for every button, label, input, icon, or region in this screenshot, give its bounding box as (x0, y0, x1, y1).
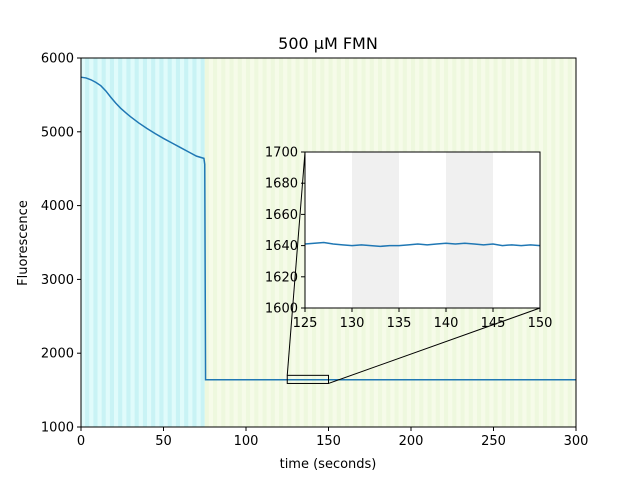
background-stripe-1-7 (266, 58, 271, 427)
background-stripe-1-9 (283, 58, 288, 427)
inset-chart: 125 130 135 140 145 150 1600 1620 1640 1660 1680 17… (265, 146, 553, 332)
inset-axes-frame (304, 151, 541, 309)
x-tick-label: 100 (234, 434, 259, 449)
x-tick-label: 300 (564, 434, 589, 449)
background-stripe-1-41 (547, 58, 552, 427)
background-stripe-1-8 (274, 58, 279, 427)
background-stripe-1-0 (208, 58, 213, 427)
inset-shaded-band-0 (352, 152, 399, 308)
background-stripe-0-5 (126, 58, 131, 427)
x-tick-label: 50 (155, 434, 172, 449)
inset-y-tick-label: 1600 (265, 302, 298, 317)
inset-x-tick-label: 145 (481, 316, 506, 331)
background-stripe-1-2 (225, 58, 230, 427)
inset-x-tick-label: 140 (434, 316, 459, 331)
inset-series-line-0 (304, 241, 541, 248)
background-stripe-0-1 (93, 58, 98, 427)
background-stripe-1-3 (233, 58, 238, 427)
x-tick-label: 200 (399, 434, 424, 449)
x-axis-label: time (seconds) (280, 457, 377, 472)
background-stripe-0-13 (192, 58, 197, 427)
background-stripe-1-6 (258, 58, 263, 427)
background-stripe-1-5 (250, 58, 255, 427)
y-tick-label: 5000 (41, 125, 74, 140)
inset-y-tick-label: 1620 (265, 270, 298, 285)
y-axis-label: Fluorescence (16, 200, 31, 286)
inset-background (305, 152, 540, 308)
background-stripe-0-3 (109, 58, 114, 427)
background-stripe-0-12 (184, 58, 189, 427)
background-stripe-1-10 (291, 58, 296, 427)
main-plot-area (80, 76, 576, 381)
inset-y-tick-label: 1660 (265, 208, 298, 223)
y-tick-label: 6000 (41, 52, 74, 67)
background-stripe-1-1 (217, 58, 222, 427)
background-stripe-0-7 (142, 58, 147, 427)
background-stripe-0-0 (85, 58, 90, 427)
inset-y-tick-label: 1700 (265, 146, 298, 161)
background-stripe-1-42 (555, 58, 560, 427)
background-stripe-0-8 (151, 58, 156, 427)
zoom-connector-left (286, 151, 306, 376)
y-tick-label: 3000 (41, 273, 74, 288)
background-stripe-0-2 (101, 58, 106, 427)
inset-x-tick-label: 135 (387, 316, 412, 331)
y-tick-label: 2000 (41, 347, 74, 362)
zoom-indicator (286, 151, 541, 384)
inset-x-tick-label: 130 (340, 316, 365, 331)
zoom-connector-right (328, 307, 541, 384)
inset-y-tick-label: 1680 (265, 177, 298, 192)
background-stripe-0-6 (134, 58, 139, 427)
background-stripe-0-4 (118, 58, 123, 427)
x-tick-label: 0 (77, 434, 85, 449)
main-series-line-0 (80, 76, 576, 381)
background-stripe-1-4 (241, 58, 246, 427)
inset-x-tick-label: 150 (528, 316, 553, 331)
background-stripe-1-44 (571, 58, 576, 427)
main-axes: 0 50 100 150 200 250 300 1000 2000 3000 4000 5000 60… (41, 52, 589, 450)
x-tick-label: 250 (481, 434, 506, 449)
chart-title: 500 μM FMN (278, 34, 378, 53)
inset-shaded-band-1 (446, 152, 493, 308)
background-stripe-1-40 (538, 58, 543, 427)
inset-y-tick-label: 1640 (265, 239, 298, 254)
inset-x-tick-label: 125 (293, 316, 318, 331)
background-stripe-1-11 (299, 58, 304, 427)
zoom-box (286, 374, 329, 384)
y-tick-label: 4000 (41, 199, 74, 214)
background-stripe-0-9 (159, 58, 164, 427)
y-tick-label: 1000 (41, 421, 74, 436)
x-tick-label: 150 (316, 434, 341, 449)
background-stripe-1-43 (563, 58, 568, 427)
background-stripe-0-10 (167, 58, 172, 427)
background-stripe-0-11 (175, 58, 180, 427)
background-stripe-0-14 (200, 58, 205, 427)
